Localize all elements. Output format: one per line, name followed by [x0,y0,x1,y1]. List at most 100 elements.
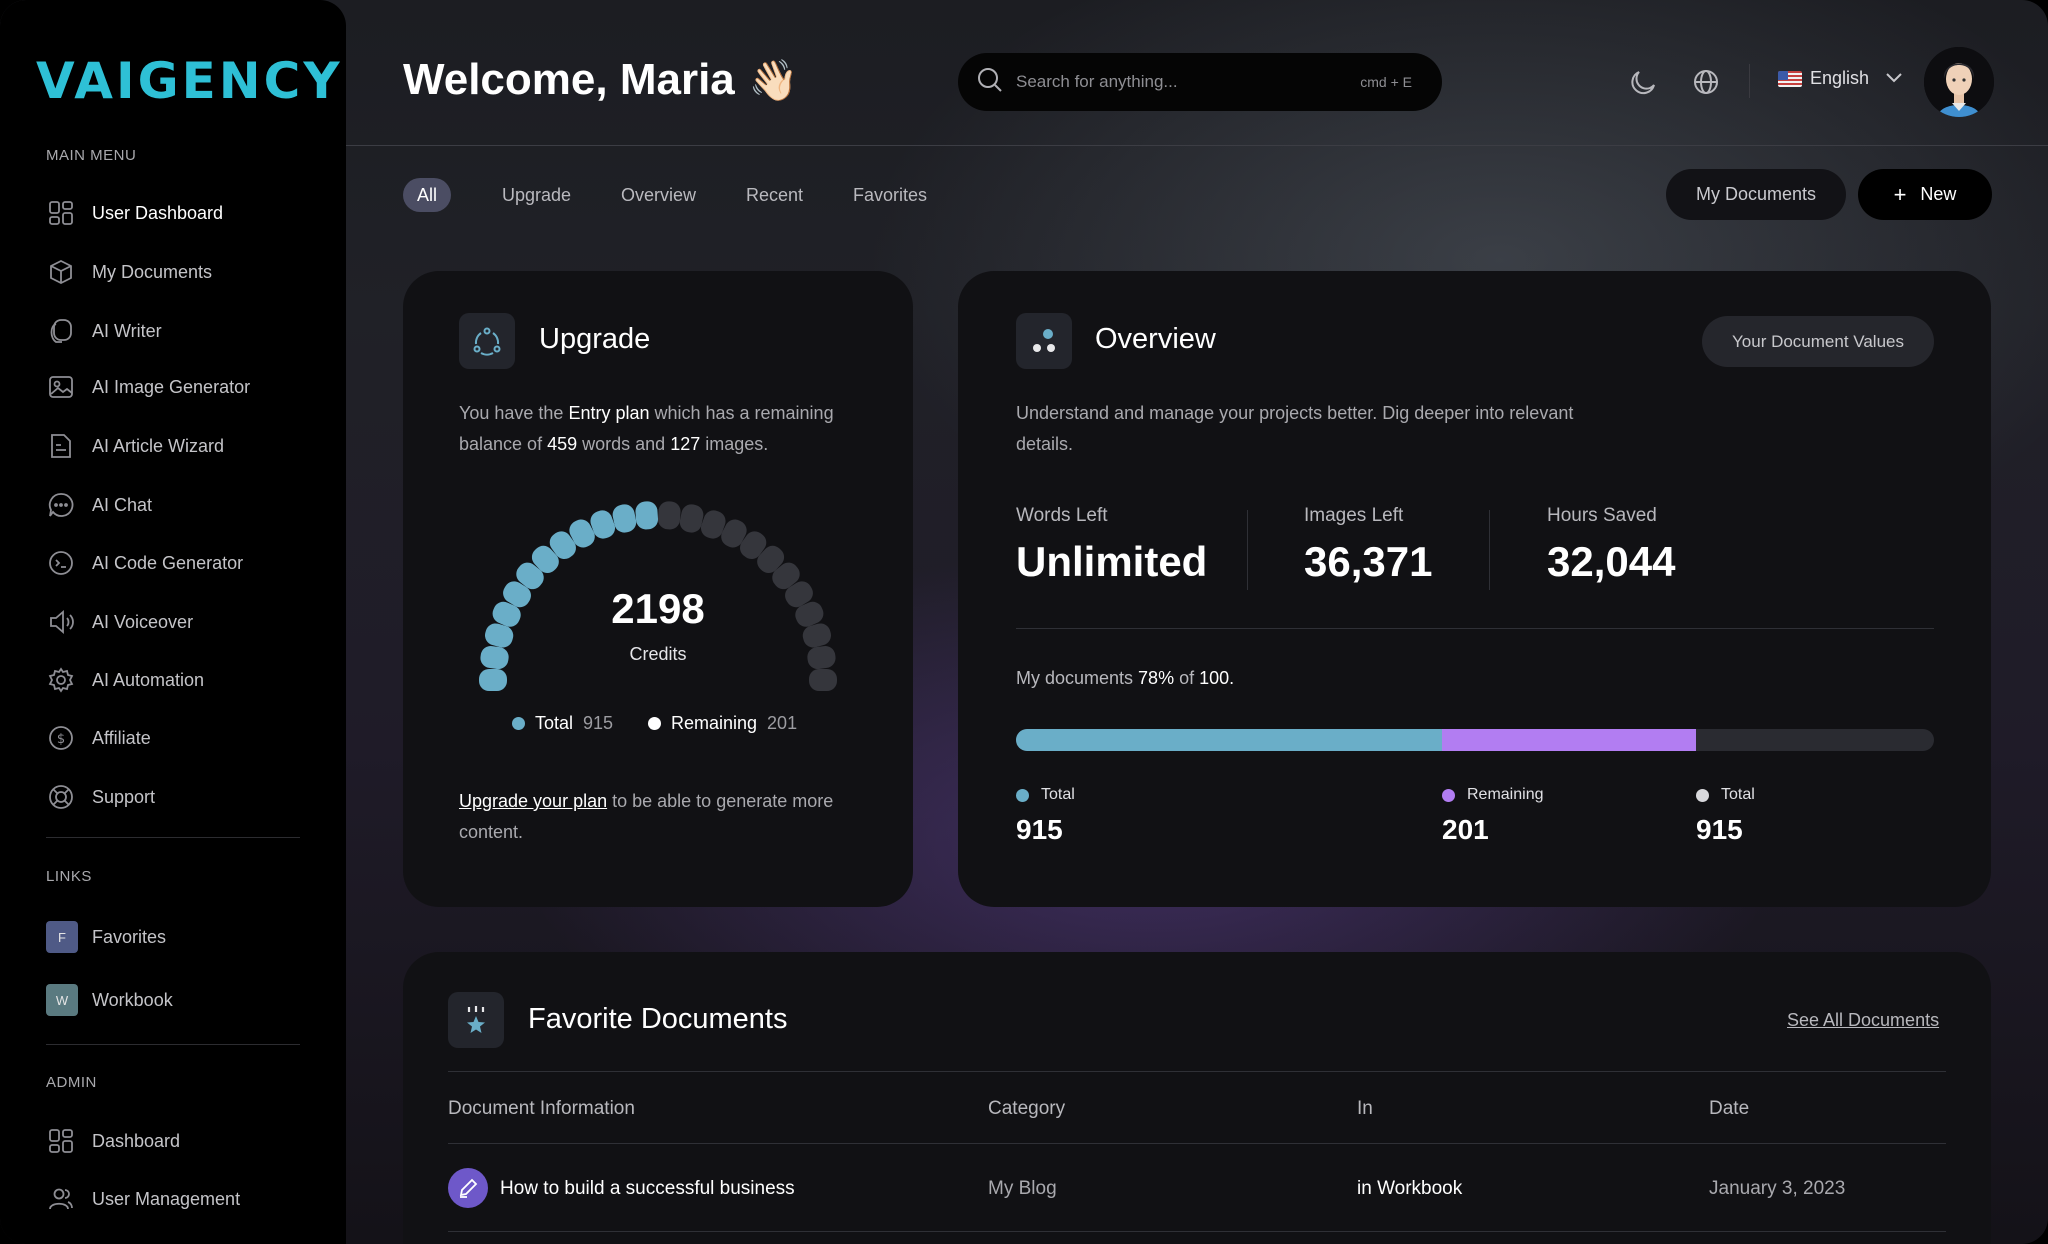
see-all-documents-link[interactable]: See All Documents [1787,1010,1940,1030]
language-selector[interactable]: English [1778,68,1903,89]
credits-label: Credits [629,644,687,664]
brand-logo[interactable]: VAIGENCY [36,52,343,110]
bar-legend-remaining: Remaining [1442,786,1543,804]
sidebar-item-ai-chat[interactable]: AI Chat [46,488,306,522]
sidebar-item-label: User Dashboard [92,202,224,223]
favorites-title: Favorite Documents [528,1003,788,1035]
sidebar-link-favorites[interactable]: F Favorites [46,920,306,954]
bar-legend-total: Total [1016,786,1075,804]
image-icon [46,372,76,402]
sidebar-item-ai-article-wizard[interactable]: AI Article Wizard [46,429,306,463]
moon-icon[interactable] [1628,66,1660,98]
sidebar-item-my-documents[interactable]: My Documents [46,255,306,289]
users-icon [46,1184,76,1214]
my-documents-button[interactable]: My Documents [1666,169,1846,220]
table-divider [448,1143,1946,1144]
gauge-segment-filled [590,510,616,539]
sidebar-item-label: AI Article Wizard [92,435,225,456]
document-date: January 3, 2023 [1709,1178,1846,1199]
upgrade-note: Upgrade your plan to be able to generate… [459,791,834,842]
new-button[interactable]: + New [1858,169,1992,220]
gauge-segment-empty [772,562,800,590]
sidebar-item-label: AI Automation [92,669,205,690]
usage-progress-bar [1016,729,1934,751]
sidebar-item-label: AI Voiceover [92,611,194,632]
column-header-in[interactable]: In [1357,1098,1373,1119]
upgrade-plan-link[interactable]: Upgrade your plan [459,791,608,811]
sidebar-item-user-dashboard[interactable]: User Dashboard [46,196,306,230]
table-divider [448,1231,1946,1232]
sidebar-item-ai-image-generator[interactable]: AI Image Generator [46,370,306,404]
bar-value-remaining: 201 [1442,814,1489,845]
column-header-category[interactable]: Category [988,1098,1066,1119]
sidebar-item-user-management[interactable]: User Management [46,1182,306,1216]
plus-icon: + [1893,181,1907,207]
gauge-segment-filled [612,504,637,533]
upgrade-card [403,271,913,907]
speaker-icon [46,607,76,637]
svg-text:$: $ [57,732,65,747]
sidebar-item-ai-voiceover[interactable]: AI Voiceover [46,605,306,639]
document-values-button[interactable]: Your Document Values [1702,316,1934,367]
gauge-segment-filled [635,501,659,530]
words-count: 459 [547,434,578,454]
gauge-segment-filled [484,623,514,648]
legend-dot [1696,788,1709,802]
document-category: My Blog [988,1178,1057,1199]
chevron-down-icon [1885,68,1903,89]
credits-gauge [479,501,837,691]
documents-usage-text: My documents 78% of 100. [1016,668,1235,688]
tab-all[interactable]: All [403,178,452,212]
column-header-document[interactable]: Document Information [448,1098,635,1119]
search-icon [976,66,1004,99]
upgrade-title: Upgrade [539,323,651,355]
chat-icon [46,490,76,520]
legend-label: Total [1041,786,1075,803]
sidebar-item-support[interactable]: Support [46,780,306,814]
sidebar-link-workbook[interactable]: W Workbook [46,983,306,1017]
header-separator [1749,64,1750,98]
bar-value-total: 915 [1016,814,1063,845]
language-label: English [1810,68,1870,88]
tab-recent[interactable]: Recent [746,184,804,205]
us-flag-icon [1778,70,1802,87]
document-location: in Workbook [1357,1178,1463,1199]
sidebar-item-ai-writer[interactable]: AI Writer [46,314,306,348]
gauge-segment-filled [549,531,576,560]
avatar[interactable] [1924,47,1994,117]
lifebuoy-icon [46,782,76,812]
hours-saved-label: Hours Saved [1547,505,1657,526]
favorites-badge: F [46,921,78,953]
star-badge-icon [448,992,504,1048]
words-left-label: Words Left [1016,505,1108,526]
document-name-link[interactable]: How to build a successful business [500,1178,795,1199]
tab-favorites[interactable]: Favorites [853,184,928,205]
words-left-value: Unlimited [1016,538,1208,585]
search-input[interactable]: Search for anything... [1016,72,1178,91]
sidebar-item-admin-dashboard[interactable]: Dashboard [46,1124,306,1158]
images-count: 127 [670,434,701,454]
sidebar-item-affiliate[interactable]: $ Affiliate [46,721,306,755]
upgrade-icon [459,313,515,369]
sidebar-item-label: AI Chat [92,494,153,515]
tab-upgrade[interactable]: Upgrade [502,184,572,205]
gauge-segment-empty [807,645,836,670]
sidebar-item-label: User Management [92,1188,241,1209]
workbook-badge: W [46,984,78,1016]
tab-overview[interactable]: Overview [621,184,697,205]
globe-icon[interactable] [1690,66,1722,98]
welcome-text: Welcome, Maria [403,55,735,104]
bar-value-total-2: 915 [1696,814,1743,845]
sidebar-item-ai-code-generator[interactable]: AI Code Generator [46,546,306,580]
plan-name: Entry plan [568,403,650,423]
dashboard-icon [46,1126,76,1156]
column-header-date[interactable]: Date [1709,1098,1750,1119]
legend-dot [648,717,661,730]
sidebar-item-ai-automation[interactable]: AI Automation [46,663,306,697]
cube-icon [46,257,76,287]
search-bar[interactable]: Search for anything... cmd + E [958,53,1442,111]
gauge-segment-empty [795,601,824,627]
legend-dot [1442,788,1455,802]
gauge-segment-filled [480,645,509,670]
gauge-segment-filled [531,545,559,574]
